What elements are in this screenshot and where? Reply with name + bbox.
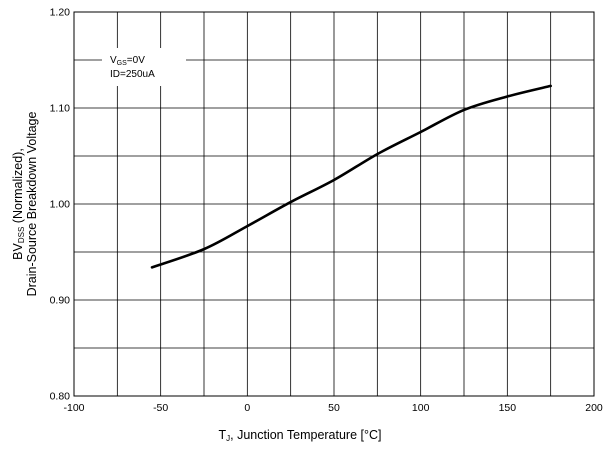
annotation-vgs-main: V: [110, 55, 117, 66]
x-tick-label: 150: [499, 402, 517, 414]
y-tick-label: 0.80: [50, 391, 71, 403]
series-layer: [150, 84, 552, 269]
annotation-line-id: ID=250uA: [110, 69, 155, 80]
y-tick-label: 1.00: [50, 199, 71, 211]
y-tick-label: 1.10: [50, 103, 71, 115]
annotation-box: VGS=0V ID=250uA: [102, 48, 186, 86]
x-axis-title-rest: , Junction Temperature [°C]: [230, 428, 381, 442]
y-axis-title-dss: DSS: [17, 227, 26, 243]
x-axis-ticks: -100 -50 0 50 100 150 200: [63, 402, 602, 414]
annotation-id-main: ID=250uA: [110, 69, 155, 80]
plot-frame: [73, 11, 595, 397]
annotation-vgs-rest: =0V: [127, 55, 145, 66]
y-axis-title-line1: Drain-Source Breakdown Voltage: [25, 112, 39, 297]
x-tick-label: 0: [244, 402, 250, 414]
x-tick-label: 50: [328, 402, 340, 414]
x-axis-title: TJ, Junction Temperature [°C]: [218, 428, 381, 443]
x-tick-label: -100: [63, 402, 84, 414]
x-axis-title-main: T: [218, 428, 226, 442]
x-axis-title-sub: J: [226, 434, 230, 443]
x-tick-label: 100: [412, 402, 430, 414]
series-line: [150, 84, 552, 269]
grid: [74, 12, 594, 396]
y-axis-title-line2: BVDSS (Normalized),: [11, 148, 26, 260]
annotation-background: [102, 48, 186, 86]
y-axis-title-bv: BV: [11, 242, 25, 259]
annotation-vgs-sub: GS: [117, 60, 127, 67]
y-axis-title: BVDSS (Normalized), Drain-Source Breakdo…: [11, 112, 39, 297]
x-tick-label: 200: [585, 402, 603, 414]
annotation-line-vgs: VGS=0V: [110, 55, 145, 67]
y-axis-ticks: 0.80 0.90 1.00 1.10 1.20: [50, 7, 71, 403]
x-tick-label: -50: [153, 402, 168, 414]
y-axis-title-normalized: (Normalized),: [11, 148, 25, 227]
y-tick-label: 0.90: [50, 295, 71, 307]
y-tick-label: 1.20: [50, 7, 71, 19]
